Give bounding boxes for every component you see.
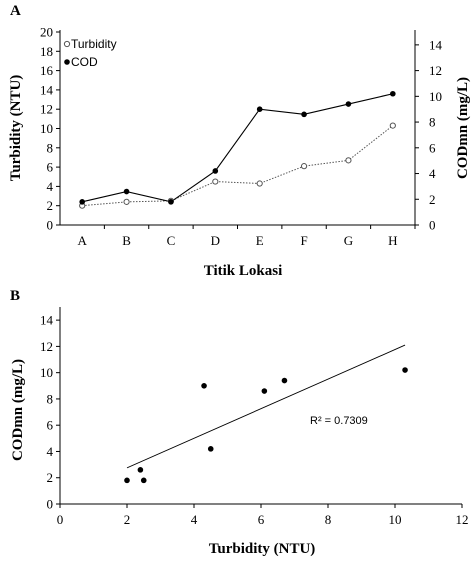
chart-b-y-tick-label: 0 (47, 497, 54, 512)
chart-a-right-tick-label: 8 (429, 115, 436, 130)
chart-b-y-tick-label: 10 (40, 365, 53, 380)
panel-b-label: B (10, 288, 20, 304)
chart-a-right-tick-label: 14 (429, 37, 443, 52)
chart-b-x-tick-label: 6 (258, 512, 265, 527)
data-point-turbidity (123, 198, 130, 205)
data-point-turbidity (389, 122, 396, 129)
scatter-point (281, 377, 288, 384)
chart-a-right-tick-label: 2 (429, 192, 436, 207)
chart-b-y-tick-label: 2 (47, 470, 54, 485)
chart-b-x-tick-label: 2 (124, 512, 131, 527)
scatter-point (402, 367, 408, 373)
legend-cod-marker (64, 59, 70, 65)
chart-b-axes (59, 307, 462, 505)
chart-a-axes (59, 30, 416, 226)
chart-a-x-tick-label: F (300, 233, 307, 248)
chart-a-ylabel-left: Turbidity (NTU) (8, 75, 24, 182)
chart-a-left-tick-label: 4 (47, 179, 54, 194)
legend-cod-label: COD (71, 55, 98, 69)
chart-a-right-tick-label: 12 (429, 63, 442, 78)
data-point-turbidity (256, 180, 263, 187)
scatter-point (137, 467, 144, 473)
chart-a-left-tick-label: 18 (40, 44, 53, 59)
chart-a-x-tick-label: E (256, 233, 264, 248)
chart-b-y-tick-label: 12 (40, 339, 53, 354)
scatter-point (140, 477, 147, 484)
data-point-cod (256, 106, 263, 112)
scatter-point (201, 383, 207, 389)
chart-a-left-tick-label: 14 (40, 82, 54, 97)
chart-a-legend: Turbidity COD (63, 37, 117, 69)
chart-a-x-tick-label: B (122, 233, 131, 248)
chart-a-left-tick-label: 8 (47, 140, 54, 155)
chart-b-x-tick-label: 12 (456, 512, 469, 527)
chart-a-left-tick-label: 20 (40, 25, 53, 40)
chart-a: A 0 2 4 6 8 10 12 14 16 18 20 0 2 4 6 8 10 12 14 A B C D E F G H T… (8, 3, 471, 279)
data-point-cod (79, 199, 85, 205)
chart-a-x-tick-label: C (167, 233, 176, 248)
chart-a-x-tick-label: G (344, 233, 353, 248)
chart-a-x-tick-label: H (388, 233, 397, 248)
chart-b-y-tick-label: 4 (47, 444, 54, 459)
chart-a-right-tick-label: 0 (429, 218, 436, 233)
chart-a-right-tick-label: 6 (429, 140, 436, 155)
data-point-turbidity (300, 163, 308, 170)
chart-b: B 0 2 4 6 8 10 12 14 0 2 4 6 8 10 12 R² = 0.7309 Turbi… (10, 288, 469, 557)
chart-a-left-tick-label: 2 (47, 198, 54, 213)
data-point-turbidity (345, 157, 352, 164)
legend-turbidity-label: Turbidity (71, 37, 117, 51)
chart-a-xlabel: Titik Lokasi (204, 263, 283, 279)
chart-b-y-tick-label: 8 (47, 391, 54, 406)
trendline (126, 344, 406, 469)
chart-a-x-tick-label: D (211, 233, 220, 248)
chart-b-x-tick-label: 4 (191, 512, 198, 527)
series-line-cod (82, 93, 393, 203)
chart-a-left-tick-label: 12 (40, 102, 53, 117)
data-point-cod (345, 101, 352, 107)
chart-a-left-tick-label: 10 (40, 121, 53, 136)
scatter-point (261, 388, 268, 394)
scatter-point (124, 477, 130, 484)
data-point-turbidity (212, 178, 219, 185)
chart-a-left-tick-label: 6 (47, 160, 54, 175)
chart-a-ylabel-right: CODmn (mg/L) (455, 77, 471, 179)
scatter-point (207, 446, 214, 452)
chart-b-x-tick-label: 8 (325, 512, 332, 527)
chart-b-y-tick-label: 14 (40, 313, 54, 328)
data-point-cod (390, 90, 396, 97)
chart-a-right-tick-label: 4 (429, 166, 436, 181)
chart-a-left-tick-label: 16 (40, 63, 54, 78)
chart-a-left-tick-label: 0 (47, 218, 54, 233)
series-line-turbidity (82, 125, 394, 207)
chart-b-ylabel: CODmn (mg/L) (10, 359, 26, 461)
chart-b-y-tick-label: 6 (47, 418, 54, 433)
chart-a-x-tick-label: A (77, 233, 87, 248)
chart-b-x-tick-label: 0 (57, 512, 64, 527)
panel-a-label: A (10, 3, 21, 19)
legend-turbidity-marker (63, 40, 71, 48)
data-point-cod (168, 199, 174, 205)
data-point-cod (212, 168, 219, 174)
data-point-cod (301, 111, 307, 118)
chart-a-right-tick-label: 10 (429, 89, 442, 104)
chart-b-x-tick-label: 10 (389, 512, 402, 527)
chart-b-xlabel: Turbidity (NTU) (209, 541, 316, 557)
r-squared-annotation: R² = 0.7309 (310, 415, 368, 427)
data-point-cod (123, 188, 130, 195)
